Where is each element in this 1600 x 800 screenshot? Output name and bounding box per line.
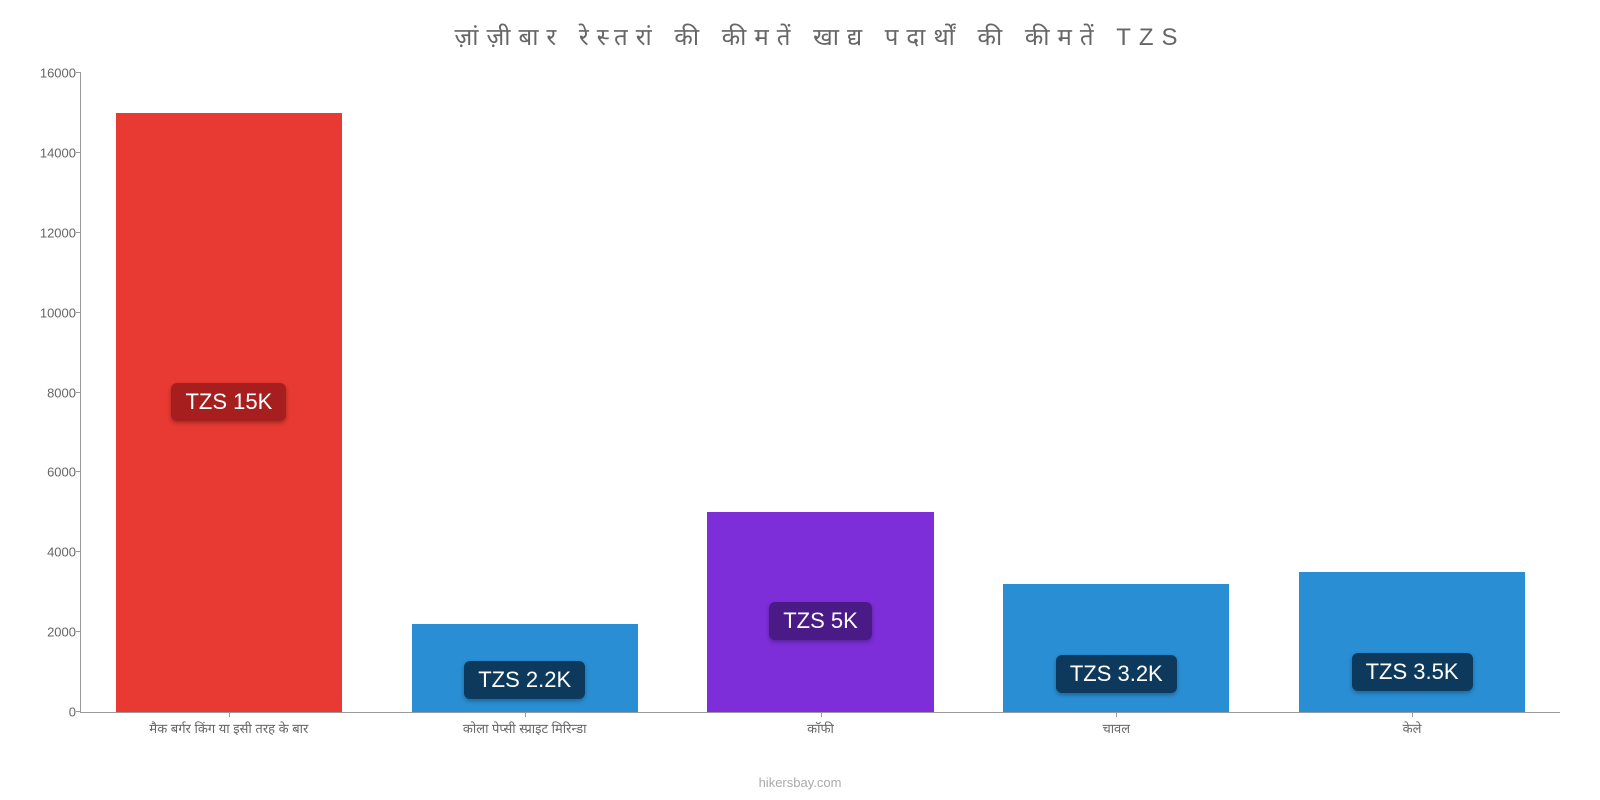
bar-value-label: TZS 3.5K bbox=[1352, 653, 1473, 691]
bar-value-label: TZS 2.2K bbox=[464, 661, 585, 699]
y-tick-label: 14000 bbox=[21, 145, 76, 160]
y-tick-label: 2000 bbox=[21, 625, 76, 640]
y-tick-mark bbox=[76, 72, 81, 73]
y-tick-mark bbox=[76, 711, 81, 712]
bar: TZS 3.5K bbox=[1299, 572, 1525, 712]
bar-value-label: TZS 5K bbox=[769, 602, 872, 640]
bar-group: TZS 3.2K bbox=[983, 73, 1249, 712]
y-tick-label: 12000 bbox=[21, 225, 76, 240]
x-axis-label: कॉफी bbox=[687, 719, 953, 737]
bar: TZS 5K bbox=[707, 512, 933, 712]
x-axis-label: मैक बर्गर किंग या इसी तरह के बार bbox=[96, 719, 362, 737]
bar-value-label: TZS 15K bbox=[171, 383, 286, 421]
x-axis-label: चावल bbox=[983, 719, 1249, 737]
bar-group: TZS 3.5K bbox=[1279, 73, 1545, 712]
x-axis-label: केले bbox=[1279, 719, 1545, 737]
chart-title: ज़ांज़ीबार रेस्तरां की कीमतें खाद्य पदार… bbox=[80, 20, 1560, 53]
bar: TZS 15K bbox=[116, 113, 342, 712]
bar-value-label: TZS 3.2K bbox=[1056, 655, 1177, 693]
y-tick-label: 10000 bbox=[21, 305, 76, 320]
y-tick-label: 4000 bbox=[21, 545, 76, 560]
bar-group: TZS 2.2K bbox=[392, 73, 658, 712]
x-tick-mark bbox=[1116, 712, 1117, 717]
bar: TZS 2.2K bbox=[412, 624, 638, 712]
bars-container: TZS 15K TZS 2.2K TZS 5K TZS 3.2K TZS 3.5K bbox=[81, 73, 1560, 712]
x-tick-mark bbox=[229, 712, 230, 717]
bar-group: TZS 15K bbox=[96, 73, 362, 712]
y-tick-mark bbox=[76, 392, 81, 393]
y-tick-mark bbox=[76, 152, 81, 153]
x-tick-mark bbox=[525, 712, 526, 717]
y-tick-mark bbox=[76, 471, 81, 472]
y-tick-mark bbox=[76, 312, 81, 313]
y-tick-label: 16000 bbox=[21, 66, 76, 81]
y-tick-label: 0 bbox=[21, 705, 76, 720]
plot-area: 0200040006000800010000120001400016000 TZ… bbox=[80, 73, 1560, 713]
y-tick-mark bbox=[76, 551, 81, 552]
x-tick-mark bbox=[1412, 712, 1413, 717]
y-tick-mark bbox=[76, 232, 81, 233]
bar-group: TZS 5K bbox=[687, 73, 953, 712]
y-tick-label: 6000 bbox=[21, 465, 76, 480]
x-tick-mark bbox=[821, 712, 822, 717]
bar: TZS 3.2K bbox=[1003, 584, 1229, 712]
x-labels: मैक बर्गर किंग या इसी तरह के बार कोला पेप… bbox=[81, 719, 1560, 737]
attribution: hikersbay.com bbox=[759, 775, 842, 790]
y-tick-mark bbox=[76, 631, 81, 632]
chart-container: ज़ांज़ीबार रेस्तरां की कीमतें खाद्य पदार… bbox=[0, 0, 1600, 800]
y-axis: 0200040006000800010000120001400016000 bbox=[21, 73, 76, 712]
y-tick-label: 8000 bbox=[21, 385, 76, 400]
x-axis-label: कोला पेप्सी स्प्राइट मिरिन्डा bbox=[392, 719, 658, 737]
